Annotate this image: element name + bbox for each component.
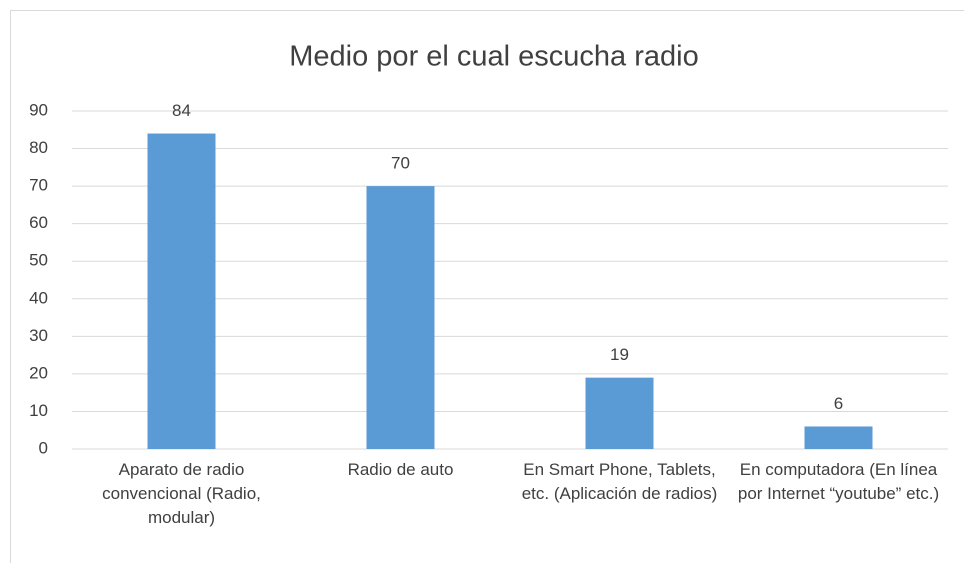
x-tick-label: En Smart Phone, Tablets, etc. (Aplicació… — [512, 458, 728, 506]
x-tick-label-box: Aparato de radio convencional (Radio, mo… — [74, 458, 290, 558]
y-tick-label: 10 — [29, 401, 48, 420]
x-tick-label-box: Radio de auto — [293, 458, 509, 558]
chart-title: Medio por el cual escucha radio — [289, 41, 698, 73]
bar — [148, 134, 216, 449]
data-label: 84 — [172, 101, 191, 120]
y-tick-label: 90 — [29, 100, 48, 119]
y-tick-label: 50 — [29, 251, 48, 270]
y-tick-label: 20 — [29, 363, 48, 382]
bar — [367, 186, 435, 449]
x-tick-label-box: En computadora (En línea por Internet “y… — [731, 458, 947, 558]
y-tick-label: 40 — [29, 288, 48, 307]
data-label: 6 — [834, 394, 843, 413]
x-tick-label-box: En Smart Phone, Tablets, etc. (Aplicació… — [512, 458, 728, 558]
y-tick-label: 70 — [29, 176, 48, 195]
data-label: 19 — [610, 345, 629, 364]
y-tick-label: 80 — [29, 138, 48, 157]
x-tick-label: Aparato de radio convencional (Radio, mo… — [74, 458, 290, 530]
y-tick-label: 30 — [29, 326, 48, 345]
y-tick-label: 0 — [39, 438, 48, 457]
x-tick-label: Radio de auto — [293, 458, 509, 482]
data-label: 70 — [391, 154, 410, 173]
y-tick-label: 60 — [29, 213, 48, 232]
bar — [586, 378, 654, 449]
x-tick-label: En computadora (En línea por Internet “y… — [731, 458, 947, 506]
bar — [805, 426, 873, 449]
